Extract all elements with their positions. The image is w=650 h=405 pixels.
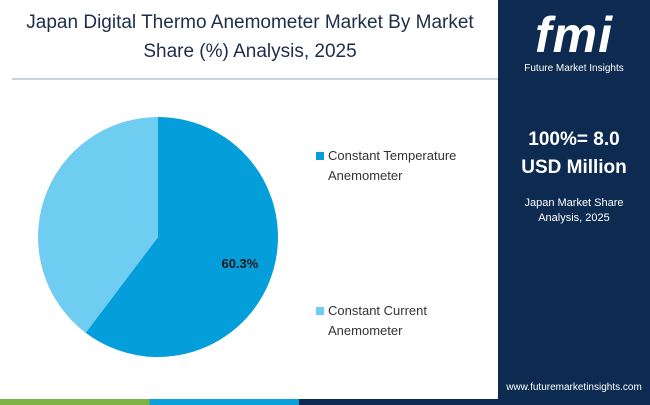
legend-swatch (316, 307, 324, 315)
brand: Future Market Insights (524, 63, 624, 74)
stripe (0, 399, 498, 405)
subtitle: Japan Market Share Analysis, 2025 (524, 197, 624, 224)
pie-slice (37, 117, 159, 333)
logo: fmi (535, 7, 613, 63)
total: 100%= 8.0 USD Million (521, 129, 627, 178)
legend-swatch (316, 152, 324, 160)
legend-label: Constant Temperature Anemometer (328, 148, 457, 183)
chart-title: Japan Digital Thermo Anemometer Market B… (26, 12, 474, 62)
website: www.futuremarketinsights.com (506, 382, 642, 393)
pie-slice (85, 117, 278, 357)
value-label: 60.3% (221, 256, 258, 271)
chart: 60.3% (37, 117, 278, 357)
legend-label: Constant Current Anemometer (328, 303, 427, 338)
title-rule (12, 78, 498, 80)
sidebar: fmi Future Market Insights 100%= 8.0 USD… (498, 0, 650, 405)
